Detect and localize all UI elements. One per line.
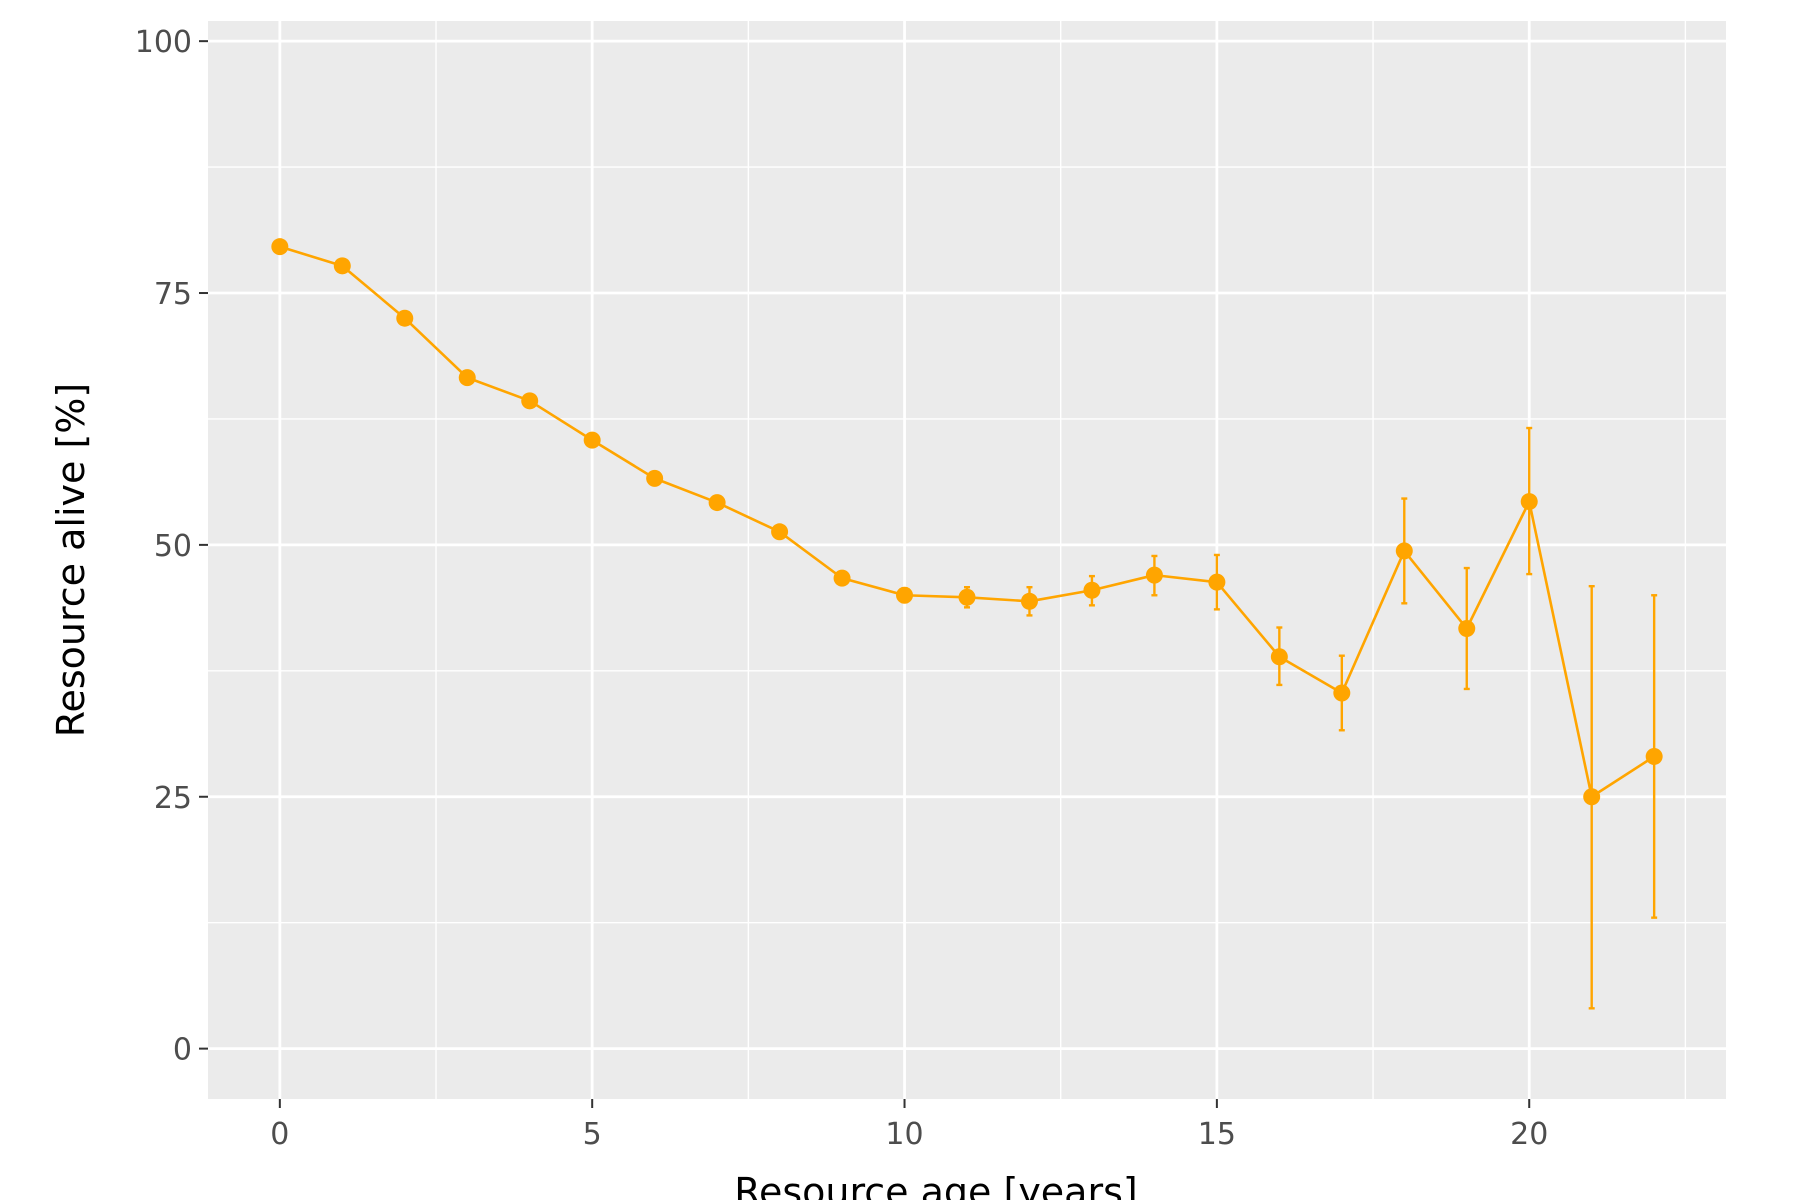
x-tick-label: 15	[1198, 1117, 1236, 1152]
data-point	[458, 369, 476, 387]
y-tick-label: 0	[173, 1033, 192, 1068]
data-point	[771, 523, 789, 541]
data-point	[333, 257, 351, 275]
x-tick-label: 5	[583, 1117, 602, 1152]
data-point	[1395, 542, 1413, 560]
data-point	[271, 238, 289, 256]
data-points	[271, 238, 1663, 806]
data-point	[1333, 684, 1351, 702]
y-tick-label: 75	[154, 277, 192, 312]
y-tick-label: 100	[135, 25, 192, 60]
data-point	[1270, 648, 1288, 666]
y-tick-label: 25	[154, 781, 192, 816]
data-point	[1083, 581, 1101, 599]
data-point	[1583, 788, 1601, 806]
data-point	[521, 392, 539, 410]
data-point	[958, 588, 976, 606]
x-axis-title: Resource age [years]	[734, 1170, 1137, 1200]
data-point	[833, 569, 851, 587]
x-tick-label: 20	[1510, 1117, 1548, 1152]
y-tick-label: 50	[154, 529, 192, 564]
panel-background	[208, 21, 1726, 1099]
axes: 0 5 10 15 20 0 25 50 75 100	[135, 25, 1549, 1152]
y-axis-title: Resource alive [%]	[49, 383, 93, 737]
data-point	[1645, 747, 1663, 765]
x-tick-label: 0	[270, 1117, 289, 1152]
data-point	[1208, 573, 1226, 591]
data-point	[708, 494, 726, 512]
x-tick-label: 10	[885, 1117, 923, 1152]
data-point	[583, 431, 601, 449]
data-point	[1145, 566, 1163, 584]
data-point	[1020, 592, 1038, 610]
data-point	[646, 469, 664, 487]
data-point	[396, 309, 414, 327]
data-point	[1458, 620, 1476, 638]
grid-lines	[208, 21, 1726, 1099]
data-point	[1520, 493, 1538, 511]
data-point	[896, 586, 914, 604]
